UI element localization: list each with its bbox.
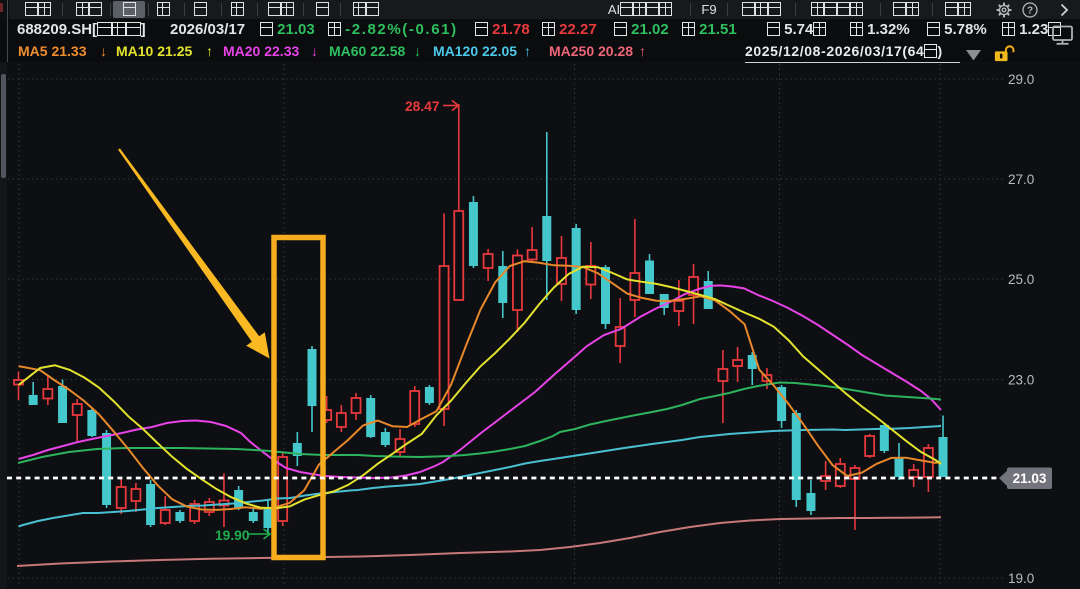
svg-text:?: ?: [1027, 6, 1033, 17]
svg-text:23.0: 23.0: [1008, 372, 1034, 387]
svg-text:19.90: 19.90: [215, 528, 250, 543]
svg-text:29.0: 29.0: [1008, 72, 1034, 87]
svg-text:25.0: 25.0: [1008, 272, 1034, 287]
svg-text:28.47: 28.47: [405, 99, 440, 114]
svg-text:27.0: 27.0: [1008, 172, 1034, 187]
svg-text:19.0: 19.0: [1008, 571, 1034, 586]
svg-text:21.03: 21.03: [1013, 471, 1047, 486]
